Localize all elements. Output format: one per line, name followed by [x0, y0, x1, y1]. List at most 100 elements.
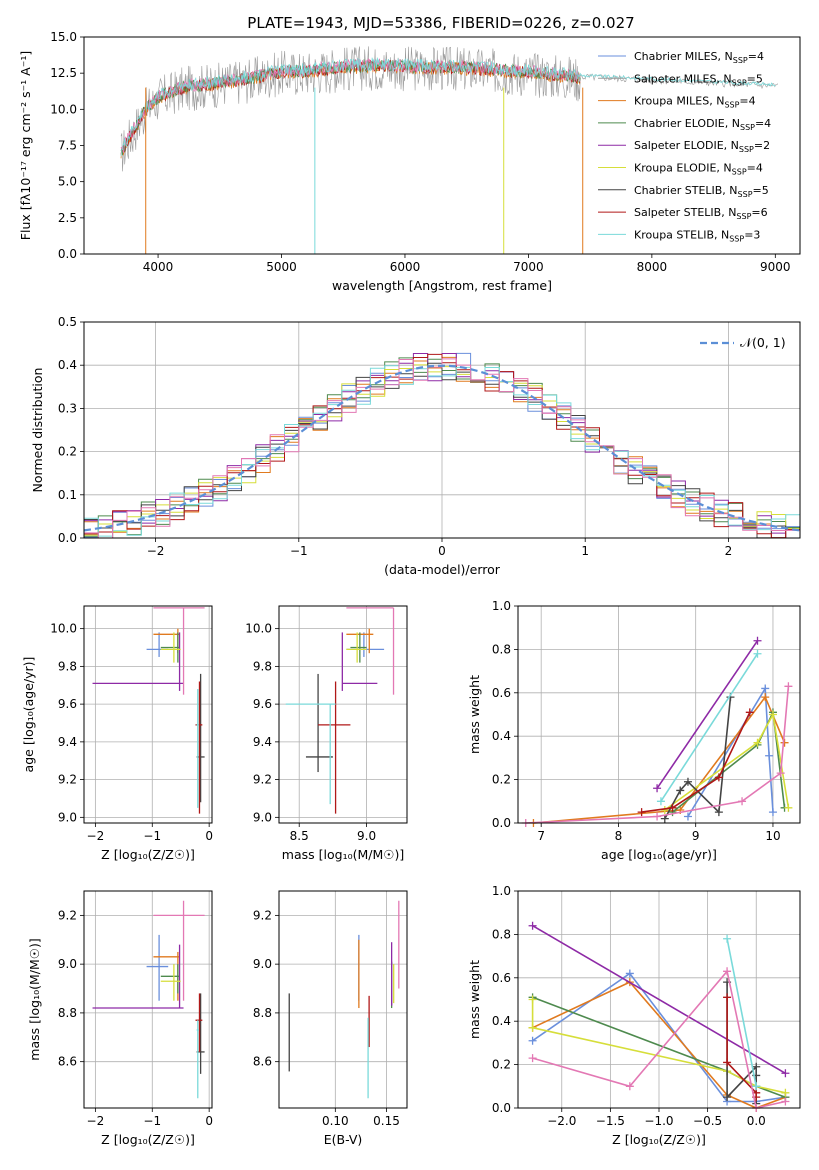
y-tick-label: 1.0	[492, 884, 511, 898]
y-tick-label: 0.1	[58, 488, 77, 502]
data-point-marker	[723, 934, 732, 943]
data-point-marker	[723, 967, 732, 976]
x-tick-label: 0.10	[322, 1114, 349, 1128]
y-axis-label: mass weight	[467, 960, 482, 1039]
data-point-marker	[683, 777, 692, 786]
y-tick-label: 8.8	[58, 1006, 77, 1020]
data-point-marker	[738, 797, 747, 806]
legend-label: Kroupa STELIB, NSSP=3	[634, 228, 760, 243]
legend-subscript: SSP	[739, 145, 754, 154]
y-tick-label: 10.0	[245, 622, 272, 636]
y-tick-label: 9.0	[58, 810, 77, 824]
data-point-marker	[676, 786, 685, 795]
histogram-series	[84, 362, 800, 538]
data-point-marker	[714, 808, 723, 817]
x-tick-label: 0	[205, 829, 213, 843]
y-tick-label: 9.2	[253, 908, 272, 922]
x-tick-label: −0.5	[693, 1114, 722, 1128]
data-point-marker	[723, 1093, 732, 1102]
data-point-marker	[528, 995, 537, 1004]
mass-weight-series	[656, 640, 759, 789]
mass_vs_EBV-panel: 0.10 0.15 8.6 8.8 9.0 9.2 E(B-V)	[253, 890, 408, 1147]
axes-frame	[83, 890, 213, 1109]
x-tick-label: 7000	[513, 260, 544, 274]
spectrum-panel: 4000 5000 6000 7000 8000 9000 0.0 2.5 5.0 7.5 10.0…	[18, 30, 801, 293]
histogram-series	[84, 358, 800, 538]
x-axis-label: Z [log₁₀(Z/Z☉)]	[612, 1132, 706, 1147]
legend-value: =6	[751, 206, 767, 219]
y-tick-label: 0.2	[58, 445, 77, 459]
y-tick-label: 9.6	[253, 697, 272, 711]
data-point-marker	[784, 803, 793, 812]
legend-subscript: SSP	[729, 234, 744, 243]
legend-subscript: SSP	[733, 56, 748, 65]
y-tick-label: 0.2	[492, 773, 511, 787]
x-tick-label: −1	[143, 829, 161, 843]
y-axis-label: age [log₁₀(age/yr)]	[21, 657, 36, 773]
age_vs_mass-panel: 8.5 9.0 9.0 9.2 9.4 9.6 9.8 10.0 mass [log₁₀(M/M…	[245, 605, 408, 862]
y-tick-label: 8.6	[58, 1055, 77, 1069]
y-tick-label: 5.0	[58, 175, 77, 189]
y-tick-label: 9.2	[58, 773, 77, 787]
data-point-marker	[656, 797, 665, 806]
legend-value: =5	[753, 184, 769, 197]
x-tick-label: 1	[581, 544, 589, 558]
x-axis-label: Z [log₁₀(Z/Z☉)]	[101, 847, 195, 862]
data-point-marker	[761, 684, 770, 693]
x-tick-label: −2	[147, 544, 165, 558]
x-tick-label: 9.0	[357, 829, 376, 843]
data-point-marker	[765, 751, 774, 760]
y-tick-label: 0.5	[58, 315, 77, 329]
x-tick-label: −2	[87, 829, 105, 843]
y-tick-label: 0.6	[492, 971, 511, 985]
spectrum-lines	[120, 46, 779, 254]
y-tick-label: 2.5	[58, 211, 77, 225]
data-point-marker	[781, 1097, 790, 1106]
y-tick-label: 9.0	[253, 957, 272, 971]
legend-label: Salpeter ELODIE, NSSP=2	[634, 139, 770, 154]
mass-weight-series	[687, 685, 774, 817]
massweight_vs_Z-panel: −2.0 −1.5 −1.0 −0.5 0.0 0.0 0.2 0.4 0.6 0.8 1.0 Z […	[467, 884, 801, 1147]
x-tick-label: 8	[615, 829, 623, 843]
y-axis-label: mass [log₁₀(M/M☉)]	[27, 938, 42, 1060]
legend-value: =5	[747, 72, 763, 85]
legend-subscript: SSP	[738, 190, 753, 199]
y-axis-label: Flux [fλ10⁻¹⁷ erg cm⁻² s⁻¹ A⁻¹]	[18, 51, 33, 240]
y-tick-label: 0.4	[492, 1014, 511, 1028]
y-axis-label: mass weight	[467, 675, 482, 754]
data-point-marker	[768, 710, 777, 719]
x-tick-label: 8.5	[290, 829, 309, 843]
data-point-marker	[780, 738, 789, 747]
legend-subscript: SSP	[740, 123, 755, 132]
data-point-marker	[637, 808, 646, 817]
y-tick-label: 0.0	[58, 247, 77, 261]
data-point-marker	[752, 1082, 761, 1091]
y-tick-label: 9.8	[58, 659, 77, 673]
data-point-marker	[753, 649, 762, 658]
legend-value: =2	[754, 139, 770, 152]
x-axis-label: age [log₁₀(age/yr)]	[601, 847, 717, 862]
legend-label: 𝒩(0, 1)	[740, 335, 786, 350]
x-tick-label: 9000	[760, 260, 791, 274]
legend-value: =3	[744, 228, 760, 241]
y-tick-label: 9.4	[58, 735, 77, 749]
legend-label: Kroupa ELODIE, NSSP=4	[634, 162, 763, 177]
legend-label: Chabrier STELIB, NSSP=5	[634, 184, 769, 199]
y-tick-label: 9.0	[58, 957, 77, 971]
legend-value: =4	[739, 95, 755, 108]
spectrum-series	[120, 57, 581, 157]
data-point-marker	[753, 636, 762, 645]
x-tick-label: 2	[725, 544, 733, 558]
y-tick-label: 0.0	[58, 531, 77, 545]
data-point-marker	[653, 812, 662, 821]
y-tick-label: 0.3	[58, 401, 77, 415]
y-tick-label: 9.4	[253, 735, 272, 749]
data-point-marker	[683, 812, 692, 821]
data-point-marker	[625, 969, 634, 978]
y-tick-label: 9.8	[253, 659, 272, 673]
x-tick-label: 0	[205, 1114, 213, 1128]
y-tick-label: 10.0	[50, 102, 77, 116]
x-tick-label: 0.0	[747, 1114, 766, 1128]
error-bars	[285, 607, 395, 814]
legend-subscript: SSP	[736, 212, 751, 221]
